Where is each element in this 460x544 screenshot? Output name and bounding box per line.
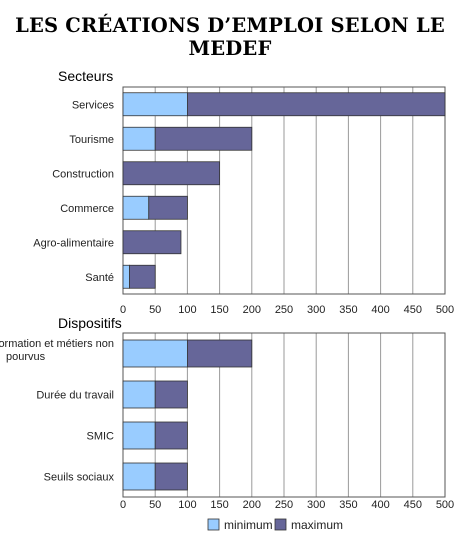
bar-maximum [154, 126, 253, 151]
bar-minimum [122, 264, 130, 289]
x-tick-label: 300 [307, 304, 325, 316]
bar-minimum [122, 126, 156, 151]
legend-swatch-maximum [274, 518, 287, 531]
x-tick-label: 150 [210, 304, 228, 316]
x-tick-label: 250 [275, 499, 293, 511]
bar-minimum [122, 380, 156, 409]
x-tick-label: 450 [404, 304, 422, 316]
x-tick-label: 200 [243, 499, 261, 511]
category-label: Construction [52, 168, 114, 180]
category-label: Tourisme [69, 134, 114, 146]
x-tick-label: 500 [436, 304, 454, 316]
x-tick-label: 350 [339, 499, 357, 511]
bar-maximum [154, 380, 188, 409]
x-tick-label: 250 [275, 304, 293, 316]
bar-minimum [122, 339, 188, 368]
x-tick-label: 50 [149, 499, 161, 511]
category-label: Santé [85, 272, 114, 284]
legend-label-maximum: maximum [291, 518, 343, 532]
panel-heading: Secteurs [58, 68, 113, 84]
x-tick-label: 100 [178, 304, 196, 316]
x-tick-label: 350 [339, 304, 357, 316]
bar-maximum [186, 92, 446, 117]
plot-frame [122, 86, 446, 295]
bar-minimum [122, 462, 156, 491]
x-tick-label: 200 [243, 304, 261, 316]
chart-title: LES CRÉATIONS D’EMPLOI SELON LE MEDEF [15, 14, 445, 60]
x-tick-label: 50 [149, 304, 161, 316]
bar-minimum [122, 421, 156, 450]
x-tick-label: 0 [120, 304, 126, 316]
bar-maximum [148, 195, 188, 220]
bar-maximum [122, 230, 182, 255]
x-tick-label: 400 [371, 499, 389, 511]
category-label: Commerce [60, 203, 114, 215]
x-tick-label: 450 [404, 499, 422, 511]
category-label: Services [72, 99, 115, 111]
x-tick-label: 150 [210, 499, 228, 511]
category-label: Agro-alimentaire [33, 237, 114, 249]
bar-maximum [129, 264, 156, 289]
panel-heading: Dispositifs [58, 315, 122, 331]
plot-frame [122, 332, 446, 498]
bar-maximum [154, 462, 188, 491]
legend-swatch-minimum [207, 518, 220, 531]
category-label: Durée du travail [36, 390, 114, 402]
legend-label-minimum: minimum [224, 518, 273, 532]
x-tick-label: 300 [307, 499, 325, 511]
bar-minimum [122, 195, 150, 220]
bar-maximum [154, 421, 188, 450]
category-label: Formation et métiers non [0, 338, 114, 350]
category-label: Seuils sociaux [44, 472, 115, 484]
category-label: pourvus [6, 351, 46, 363]
x-tick-label: 0 [120, 499, 126, 511]
bar-maximum [186, 339, 253, 368]
x-tick-label: 400 [371, 304, 389, 316]
bar-minimum [122, 92, 188, 117]
x-tick-label: 500 [436, 499, 454, 511]
x-tick-label: 100 [178, 499, 196, 511]
bar-maximum [122, 161, 220, 186]
category-label: SMIC [87, 431, 115, 443]
